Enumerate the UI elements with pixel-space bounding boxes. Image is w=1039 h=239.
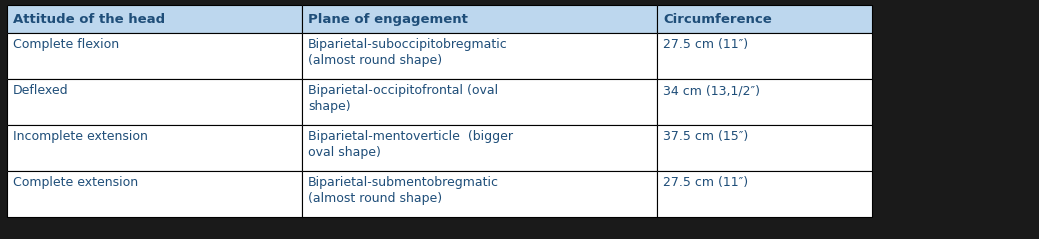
Bar (657, 125, 872, 171)
Text: Complete extension: Complete extension (14, 176, 138, 189)
Text: Plane of engagement: Plane of engagement (308, 12, 468, 26)
Bar (7, 79, 302, 125)
Bar (302, 5, 657, 33)
Bar (657, 171, 872, 217)
Text: Biparietal-submentobregmatic
(almost round shape): Biparietal-submentobregmatic (almost rou… (308, 176, 499, 205)
Bar (302, 171, 657, 217)
Text: Deflexed: Deflexed (14, 84, 69, 97)
Bar (302, 33, 657, 79)
Bar (657, 79, 872, 125)
Bar (7, 5, 302, 33)
Text: Attitude of the head: Attitude of the head (14, 12, 165, 26)
Bar (7, 125, 302, 171)
Bar (302, 79, 657, 125)
Bar (302, 125, 657, 171)
Text: 37.5 cm (15″): 37.5 cm (15″) (663, 130, 748, 143)
Text: Circumference: Circumference (663, 12, 772, 26)
Bar (7, 171, 302, 217)
Text: Incomplete extension: Incomplete extension (14, 130, 148, 143)
Bar (657, 79, 872, 125)
Bar (302, 171, 657, 217)
Bar (7, 33, 302, 79)
Bar (657, 5, 872, 33)
Text: Biparietal-mentoverticle  (bigger
oval shape): Biparietal-mentoverticle (bigger oval sh… (308, 130, 513, 159)
Bar (657, 5, 872, 33)
Bar (302, 125, 657, 171)
Bar (302, 5, 657, 33)
Bar (7, 33, 302, 79)
Bar (7, 125, 302, 171)
Bar (7, 5, 302, 33)
Text: 27.5 cm (11″): 27.5 cm (11″) (663, 38, 748, 51)
Bar (7, 79, 302, 125)
Bar (657, 33, 872, 79)
Bar (7, 171, 302, 217)
Bar (302, 33, 657, 79)
Text: Complete flexion: Complete flexion (14, 38, 119, 51)
Text: 27.5 cm (11″): 27.5 cm (11″) (663, 176, 748, 189)
Text: Biparietal-occipitofrontal (oval
shape): Biparietal-occipitofrontal (oval shape) (308, 84, 498, 113)
Text: 34 cm (13,1/2″): 34 cm (13,1/2″) (663, 84, 760, 97)
Bar (657, 33, 872, 79)
Text: Biparietal-suboccipitobregmatic
(almost round shape): Biparietal-suboccipitobregmatic (almost … (308, 38, 508, 67)
Bar (302, 79, 657, 125)
Bar (657, 171, 872, 217)
Bar (657, 125, 872, 171)
